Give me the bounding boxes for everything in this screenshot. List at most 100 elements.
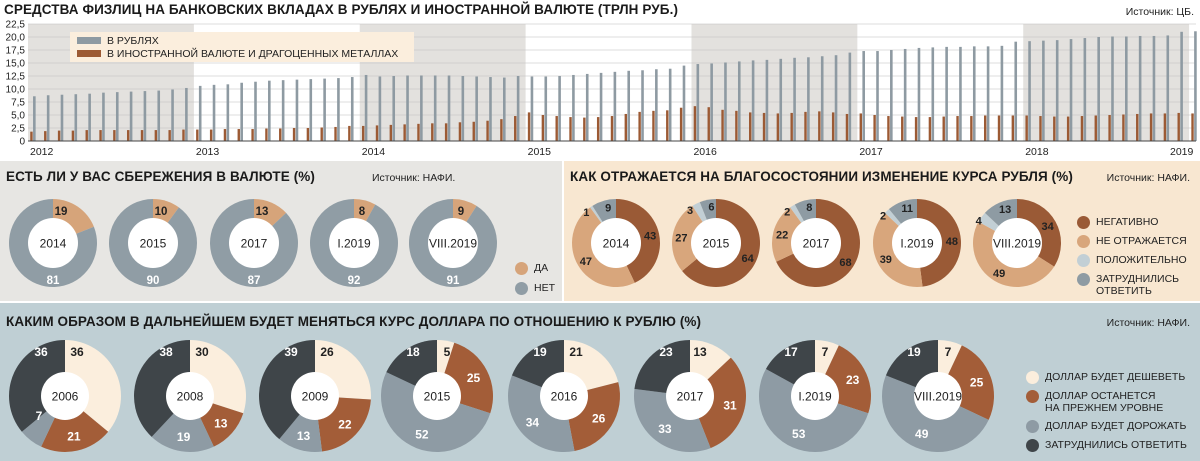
rub-bar (544, 76, 548, 141)
fx-bar (1011, 115, 1015, 141)
value-label-negative: 48 (946, 236, 958, 248)
donut-2016: 21 26 34 19 2016 (508, 340, 621, 452)
legend-hard: ЗАТРУДНИЛИСЬ ОТВЕТИТЬ (1077, 273, 1200, 297)
fx-bar (1066, 116, 1070, 141)
rub-bar (171, 89, 174, 141)
year-label: 2012 (30, 146, 54, 158)
fx-bar (154, 130, 158, 141)
rub-bar (157, 90, 161, 141)
donut-2014: 19 81 2014 (9, 199, 97, 287)
value-label-undecided: 17 (784, 345, 798, 359)
donut-hole (28, 218, 78, 268)
legend-negative-label: НЕГАТИВНО (1096, 216, 1159, 228)
fx-bar (514, 116, 517, 141)
value-label-dearer: 13 (297, 429, 311, 443)
fx-bar (831, 112, 835, 141)
value-label-dearer: 53 (792, 427, 806, 441)
fx-bar (1163, 113, 1167, 141)
fx-bar (804, 111, 807, 141)
fx-bar (707, 107, 710, 141)
donut-2014: 43 47 1 9 2014 (572, 199, 660, 287)
donut-I.2019: 8 92 I.2019 (309, 199, 398, 287)
rub-bar (295, 79, 299, 141)
rub-bar (281, 80, 285, 141)
no-value: 92 (348, 275, 361, 287)
fx-bar (223, 129, 227, 141)
fx-bar (721, 109, 724, 141)
rub-bar (890, 50, 893, 141)
dollar-forecast-source: Источник: НАФИ. (1106, 317, 1190, 329)
fx-bar (182, 129, 185, 141)
rub-bar (779, 58, 783, 142)
donut-I.2019: 48 39 2 11 I.2019 (873, 199, 962, 287)
fx-bar (279, 128, 282, 141)
legend-dearer: ДОЛЛАР БУДЕТ ДОРОЖАТЬ (1026, 420, 1186, 433)
fx-bar (431, 123, 434, 141)
fx-bar (196, 129, 199, 141)
fx-bar (1094, 115, 1097, 141)
legend-cheaper-label: ДОЛЛАР БУДЕТ ДЕШЕВЕТЬ (1045, 371, 1186, 383)
rub-bar (682, 65, 686, 141)
dollar-forecast-panel: КАКИМ ОБРАЗОМ В ДАЛЬНЕЙШЕМ БУДЕТ МЕНЯТЬС… (0, 303, 1200, 461)
value-label-none: 49 (993, 268, 1005, 280)
rub-bar (585, 73, 589, 141)
rub-bar (1180, 31, 1183, 141)
fx-bar (776, 113, 780, 141)
deposits-panel: СРЕДСТВА ФИЗЛИЦ НА БАНКОВСКИХ ВКЛАДАХ В … (0, 0, 1200, 160)
donut-center-label: 2014 (603, 237, 630, 251)
fx-bar (638, 111, 641, 141)
value-label-positive: 3 (687, 205, 693, 217)
legend-yes: ДА (515, 262, 548, 275)
donut-hole (992, 218, 1042, 268)
donut-center-label: VIII.2019 (429, 237, 477, 251)
year-label: 2018 (1025, 146, 1049, 158)
y-tick-label: 7,5 (11, 98, 25, 109)
donut-2006: 36 21 7 36 2006 (9, 340, 121, 452)
rub-bar (503, 77, 506, 141)
rub-bar (323, 78, 326, 141)
rub-bar (309, 79, 313, 141)
fx-bar (762, 112, 766, 141)
y-tick-label: 12,5 (6, 72, 26, 83)
rub-bar (751, 60, 755, 141)
donut-hole (291, 372, 339, 420)
rub-bar (737, 61, 741, 141)
value-label-positive: 1 (583, 207, 589, 219)
rub-bar (613, 71, 617, 141)
fx-bar (942, 116, 945, 141)
value-label-none: 27 (675, 233, 687, 245)
fx-bar (361, 125, 365, 141)
donut-hole (791, 372, 839, 420)
fx-bar (265, 128, 268, 141)
fx-savings-title: ЕСТЬ ЛИ У ВАС СБЕРЕЖЕНИЯ В ВАЛЮТЕ (%) (6, 169, 316, 184)
fx-bar (790, 112, 793, 141)
legend-positive: ПОЛОЖИТЕЛЬНО (1077, 254, 1187, 267)
rub-bar (392, 76, 396, 141)
value-label-undecided: 38 (159, 345, 173, 359)
rub-bar (1097, 37, 1100, 141)
rub-bar (364, 74, 368, 141)
legend-positive-label: ПОЛОЖИТЕЛЬНО (1096, 254, 1187, 266)
fx-bar (541, 115, 545, 141)
legend-cheaper-swatch (1026, 371, 1039, 384)
donut-center-label: I.2019 (337, 237, 371, 251)
value-label-same: 26 (592, 411, 606, 425)
rub-bar (945, 46, 948, 141)
value-label-undecided: 19 (907, 345, 921, 359)
donut-2015: 64 27 3 6 2015 (672, 199, 760, 287)
legend-negative: НЕГАТИВНО (1077, 216, 1158, 229)
donut-center-label: 2015 (140, 237, 167, 251)
rub-bar (254, 81, 257, 141)
rub-bar (558, 76, 561, 141)
value-label-same: 13 (214, 417, 228, 431)
dollar-forecast-title: КАКИМ ОБРАЗОМ В ДАЛЬНЕЙШЕМ БУДЕТ МЕНЯТЬС… (6, 314, 702, 329)
donut-hole (892, 218, 942, 268)
legend-same-label: ДОЛЛАР ОСТАНЕТСЯ НА ПРЕЖНЕМ УРОВНЕ (1045, 390, 1164, 414)
legend-undecided-label: ЗАТРУДНИЛИСЬ ОТВЕТИТЬ (1045, 439, 1187, 451)
legend-positive-swatch (1077, 254, 1090, 267)
value-label-negative: 43 (644, 230, 656, 242)
value-label-hard: 8 (806, 202, 812, 214)
fx-bar (1025, 115, 1028, 141)
year-label: 2019 (1170, 146, 1194, 158)
value-label-cheaper: 36 (70, 345, 84, 359)
